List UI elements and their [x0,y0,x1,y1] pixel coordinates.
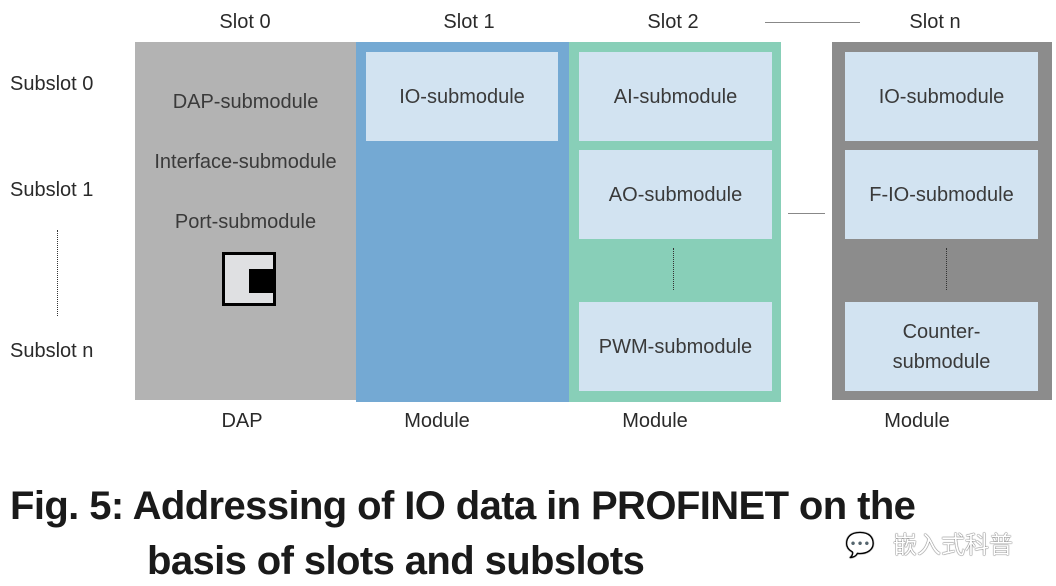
caption-line-1: Fig. 5: Addressing of IO data in PROFINE… [10,484,916,528]
counter-submodule: Counter- submodule [845,302,1038,391]
submodule-ellipsis-n [946,248,947,290]
dap-submodule: DAP-submodule [172,91,319,113]
slot-1-label: Slot 1 [443,11,495,33]
slot-0-label: Slot 0 [219,11,271,33]
io-submodule: IO-submodule [366,52,558,141]
subslot-0-label: Subslot 0 [10,73,94,95]
submodule-ellipsis [673,248,674,290]
port-submodule: Port-submodule [174,211,317,233]
subslot-n-label: Subslot n [10,340,94,362]
ao-submodule: AO-submodule [579,150,772,239]
module-2-label: Module [622,410,688,432]
f-io-submodule: F-IO-submodule [845,150,1038,239]
pwm-submodule: PWM-submodule [579,302,772,391]
watermark: 嵌入式科普 [893,532,1013,559]
caption-line-2: basis of slots and subslots [147,539,645,583]
port-connector-icon [222,252,276,306]
wechat-icon: 💬 [845,532,875,559]
ellipsis-line [765,22,860,23]
subslot-ellipsis [57,230,58,316]
subslot-1-label: Subslot 1 [10,179,94,201]
ai-submodule: AI-submodule [579,52,772,141]
interface-submodule: Interface-submodule [154,151,337,173]
slot-2-label: Slot 2 [647,11,699,33]
dap-slot [135,42,356,400]
slot-n-label: Slot n [909,11,961,33]
module-1-label: Module [404,410,470,432]
io-submodule-n: IO-submodule [845,52,1038,141]
dap-label: DAP [221,410,263,432]
ellipsis-connector [788,213,825,214]
module-n-label: Module [884,410,950,432]
